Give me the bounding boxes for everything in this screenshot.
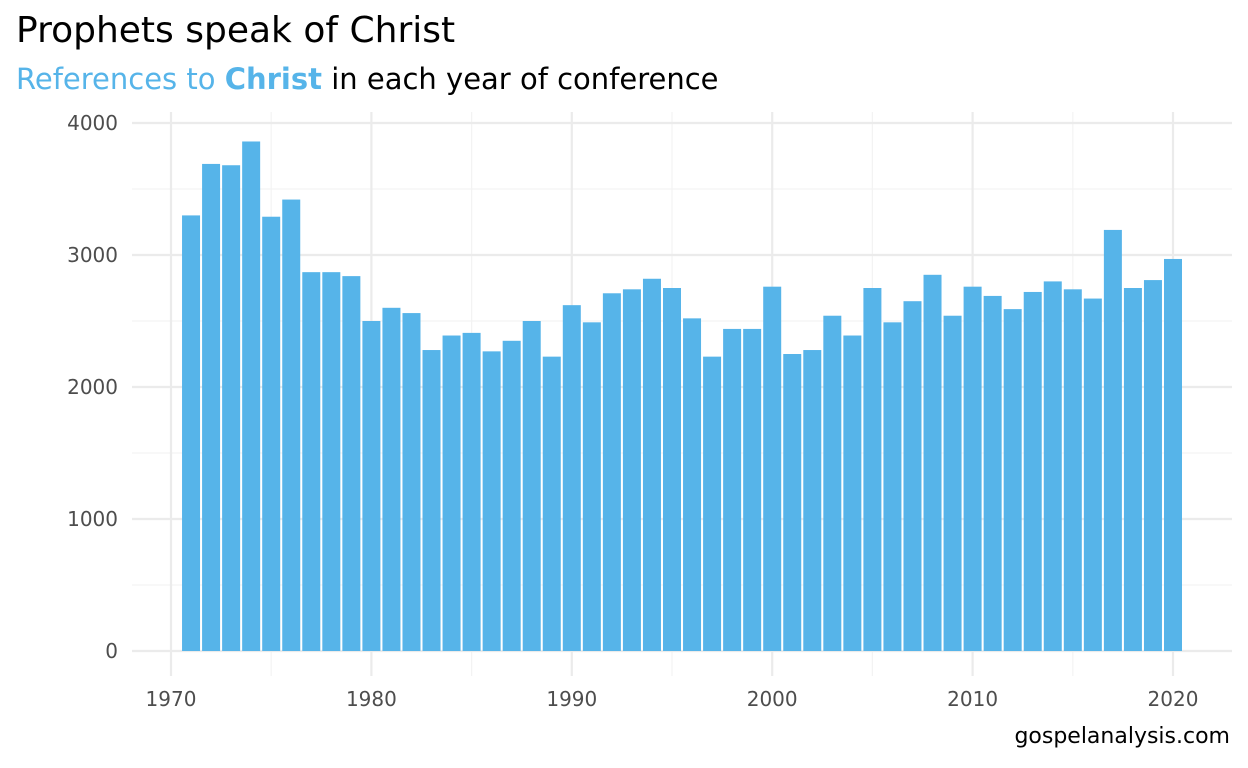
bar-1987 <box>502 340 521 651</box>
bar-1977 <box>302 272 321 651</box>
bar-1991 <box>582 322 601 651</box>
bar-1988 <box>522 321 541 651</box>
bar-2001 <box>783 354 802 651</box>
bar-1994 <box>642 278 661 651</box>
subtitle-prefix: References to <box>16 62 216 96</box>
bar-2011 <box>983 295 1002 651</box>
bar-2005 <box>863 288 882 651</box>
bar-2003 <box>823 315 842 651</box>
y-tick-label: 2000 <box>67 375 118 399</box>
bar-1981 <box>382 307 401 651</box>
bar-1984 <box>442 335 461 651</box>
bar-1985 <box>462 332 481 651</box>
subtitle-highlight: Christ <box>224 62 322 96</box>
bar-2018 <box>1123 288 1142 651</box>
bar-2016 <box>1083 298 1102 651</box>
x-tick-label: 2010 <box>947 687 998 711</box>
bar-2000 <box>763 286 782 651</box>
x-tick-label: 2000 <box>747 687 798 711</box>
bar-2019 <box>1143 280 1162 651</box>
y-tick-label: 1000 <box>67 507 118 531</box>
bar-1979 <box>342 276 361 651</box>
bar-1995 <box>663 288 681 651</box>
bar-1972 <box>202 163 221 652</box>
bar-1999 <box>743 328 762 651</box>
bar-1973 <box>222 165 241 652</box>
bar-2008 <box>923 274 942 651</box>
bar-2013 <box>1023 291 1042 651</box>
bar-2020 <box>1164 258 1182 651</box>
bar-1997 <box>703 356 722 651</box>
x-tick-label: 1970 <box>146 687 197 711</box>
chart-subtitle: References to Christ in each year of con… <box>16 62 719 96</box>
y-tick-label: 0 <box>105 639 118 663</box>
bar-2009 <box>943 315 962 651</box>
bar-1992 <box>602 293 621 651</box>
y-tick-label: 4000 <box>67 111 118 135</box>
x-tick-label: 1980 <box>346 687 397 711</box>
bar-1980 <box>362 321 381 651</box>
bar-1982 <box>402 313 421 651</box>
bar-2007 <box>903 301 922 651</box>
y-axis: 0 1000 2000 3000 4000 <box>67 111 118 663</box>
y-tick-label: 3000 <box>67 243 118 267</box>
bar-1993 <box>622 289 641 651</box>
subtitle-suffix: in each year of conference <box>331 62 719 96</box>
bar-1983 <box>422 350 441 651</box>
bar-2010 <box>963 286 982 651</box>
x-tick-label: 1990 <box>546 687 597 711</box>
bar-2012 <box>1003 309 1022 651</box>
bar-2004 <box>843 335 862 651</box>
bar-1996 <box>683 318 702 651</box>
bar-1978 <box>322 272 341 651</box>
bar-1990 <box>562 305 581 651</box>
bar-2015 <box>1063 289 1082 651</box>
source-caption: gospelanalysis.com <box>1014 724 1230 749</box>
bars <box>182 141 1182 652</box>
bar-2006 <box>883 322 902 651</box>
bar-2002 <box>803 350 822 651</box>
bar-1976 <box>282 199 301 651</box>
bar-1989 <box>542 356 561 651</box>
bar-1986 <box>482 351 501 651</box>
bar-2014 <box>1043 281 1062 651</box>
bar-1974 <box>242 141 261 652</box>
bar-1998 <box>723 328 742 651</box>
bar-1971 <box>182 215 201 651</box>
x-axis: 1970 1980 1990 2000 2010 2020 <box>146 687 1199 711</box>
bar-2017 <box>1103 229 1122 652</box>
x-tick-label: 2020 <box>1148 687 1199 711</box>
bar-1975 <box>262 216 281 651</box>
chart-title: Prophets speak of Christ <box>16 10 456 51</box>
